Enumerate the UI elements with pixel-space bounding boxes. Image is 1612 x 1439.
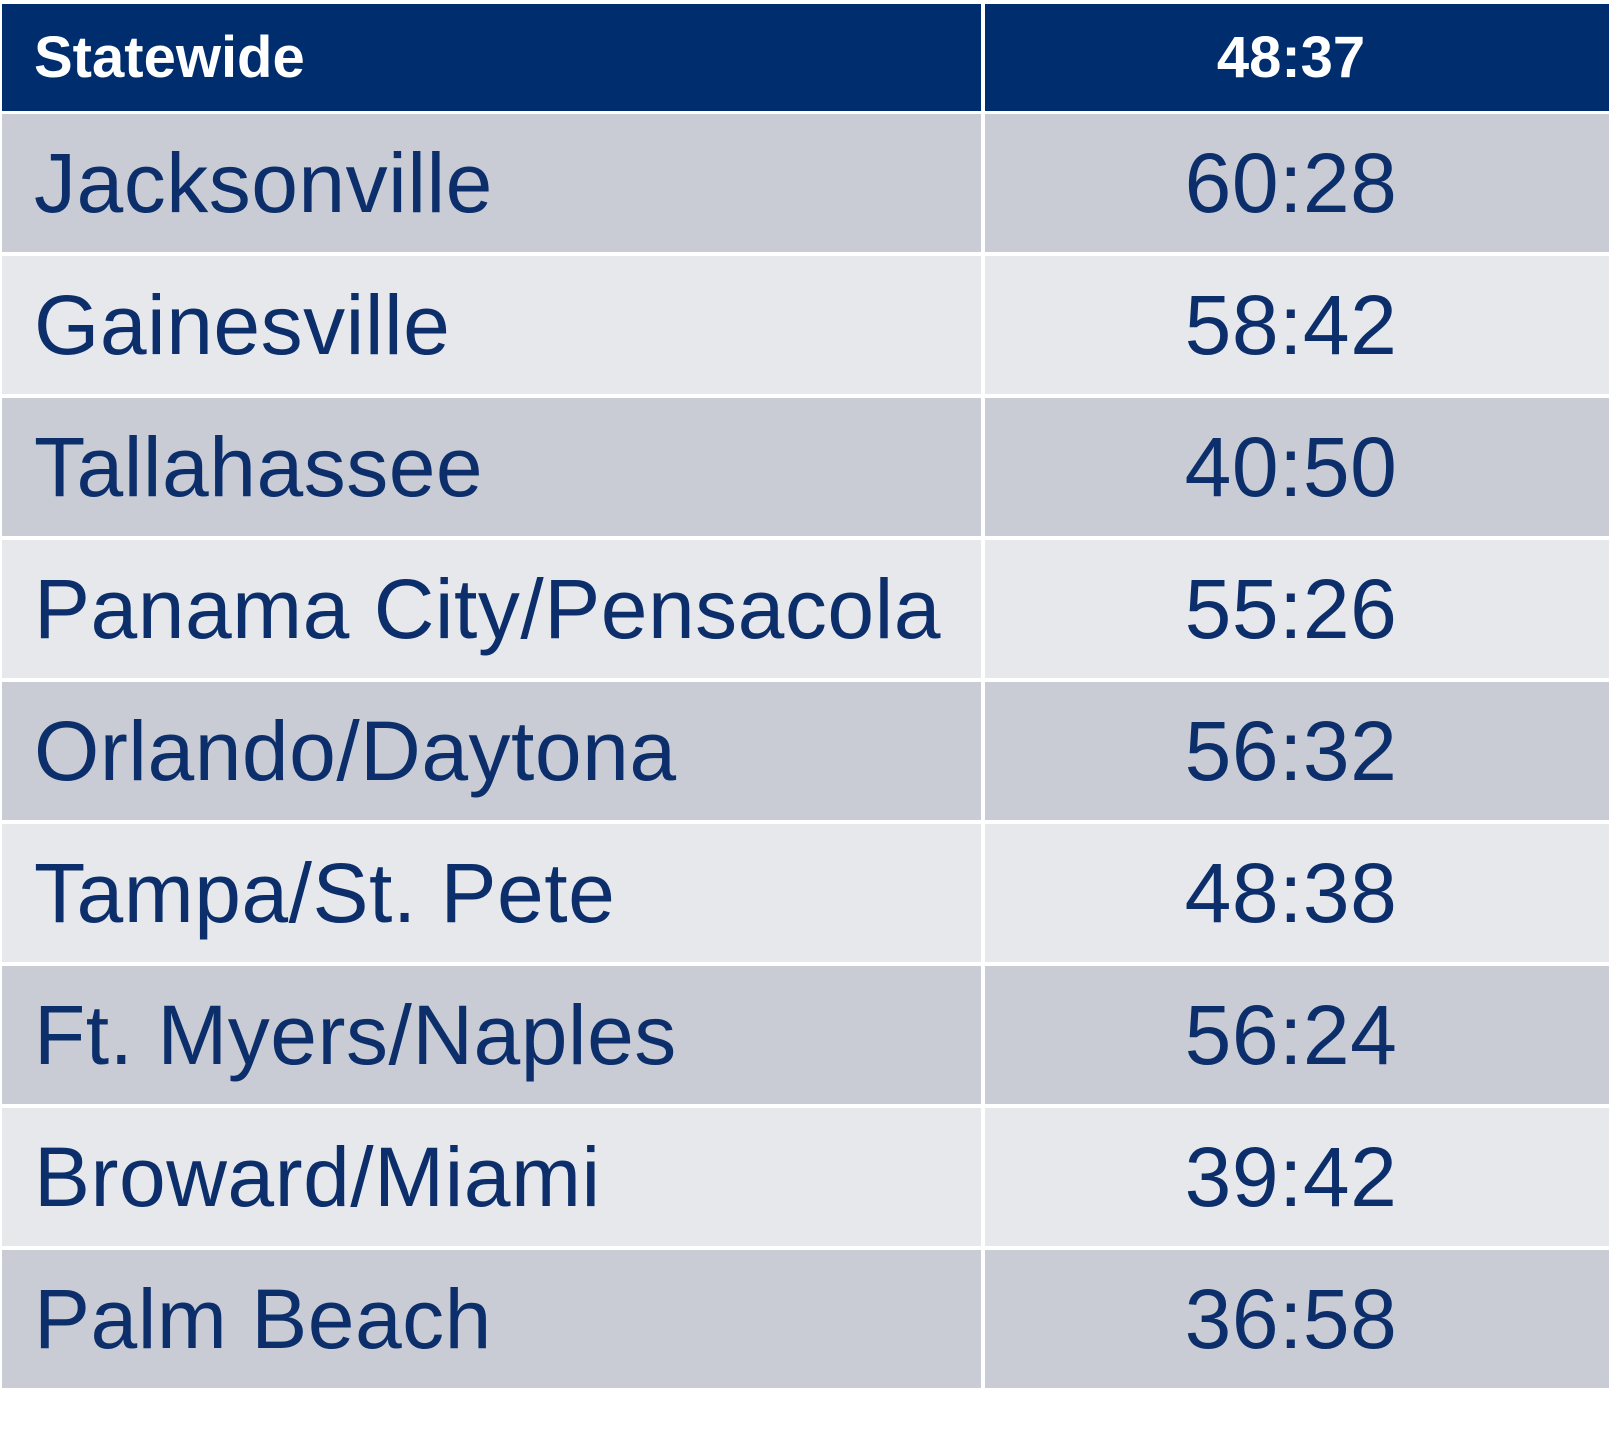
row-value: 60:28 (1184, 135, 1398, 230)
row-label: Panama City/Pensacola (34, 561, 941, 656)
row-value: 40:50 (1184, 419, 1398, 514)
table-header-row: Statewide 48:37 (2, 4, 1609, 111)
table-row: Palm Beach 36:58 (2, 1250, 1609, 1388)
table-row: Jacksonville 60:28 (2, 114, 1609, 252)
row-label: Palm Beach (34, 1271, 492, 1366)
column-divider (981, 256, 985, 394)
row-value: 48:38 (1184, 845, 1398, 940)
row-label: Jacksonville (34, 135, 493, 230)
row-value: 56:24 (1184, 987, 1398, 1082)
column-divider (981, 4, 985, 111)
row-value: 39:42 (1184, 1129, 1398, 1224)
row-label: Gainesville (34, 277, 451, 372)
table-row: Gainesville 58:42 (2, 256, 1609, 394)
table-row: Panama City/Pensacola 55:26 (2, 540, 1609, 678)
table-row: Ft. Myers/Naples 56:24 (2, 966, 1609, 1104)
row-value: 56:32 (1184, 703, 1398, 798)
row-value: 36:58 (1184, 1271, 1398, 1366)
column-divider (981, 1250, 985, 1388)
row-label: Orlando/Daytona (34, 703, 677, 798)
column-divider (981, 1108, 985, 1246)
row-label: Ft. Myers/Naples (34, 987, 677, 1082)
table-row: Tampa/St. Pete 48:38 (2, 824, 1609, 962)
row-value: 58:42 (1184, 277, 1398, 372)
row-label: Broward/Miami (34, 1129, 601, 1224)
header-value: 48:37 (1216, 25, 1366, 90)
column-divider (981, 824, 985, 962)
column-divider (981, 682, 985, 820)
column-divider (981, 398, 985, 536)
column-divider (981, 966, 985, 1104)
row-label: Tampa/St. Pete (34, 845, 616, 940)
table-row: Tallahassee 40:50 (2, 398, 1609, 536)
table-row: Orlando/Daytona 56:32 (2, 682, 1609, 820)
column-divider (981, 114, 985, 252)
header-label: Statewide (34, 25, 305, 90)
row-value: 55:26 (1184, 561, 1398, 656)
row-label: Tallahassee (34, 419, 484, 514)
table-row: Broward/Miami 39:42 (2, 1108, 1609, 1246)
column-divider (981, 540, 985, 678)
